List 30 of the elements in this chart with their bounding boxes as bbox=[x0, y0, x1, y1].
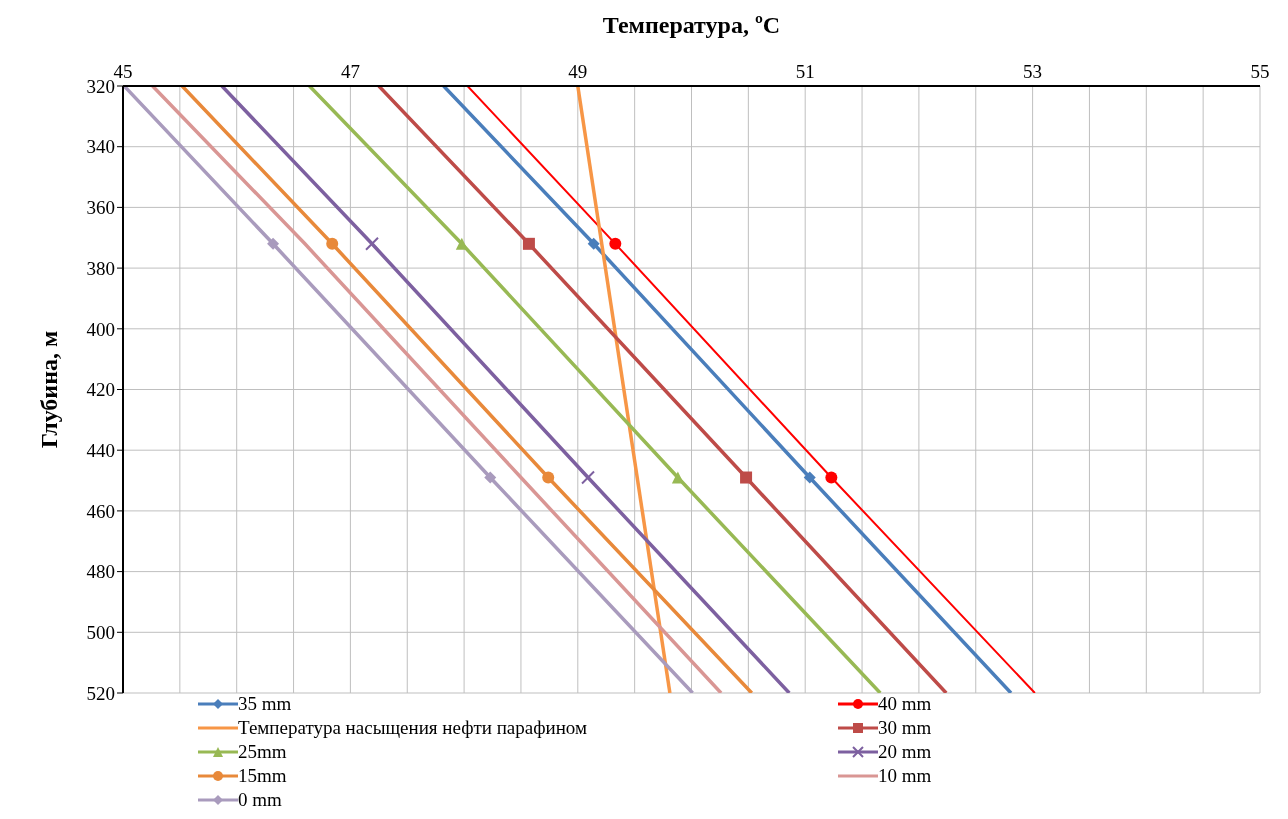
y-tick-label: 520 bbox=[86, 682, 115, 704]
y-tick-label: 440 bbox=[86, 439, 115, 461]
legend-label: 35 mm bbox=[238, 693, 292, 715]
x-tick-label: 53 bbox=[1023, 61, 1043, 82]
x-tick-label: 47 bbox=[340, 61, 360, 82]
x-axis-title: Температура, ºC bbox=[602, 12, 781, 39]
x-tick-label: 45 bbox=[113, 61, 133, 82]
y-tick-label: 460 bbox=[86, 500, 115, 522]
line-series bbox=[307, 86, 882, 693]
y-tick-label: 360 bbox=[86, 197, 115, 219]
y-tick-label: 340 bbox=[86, 136, 115, 158]
line-series bbox=[377, 86, 948, 693]
y-tick-label: 480 bbox=[86, 561, 115, 583]
y-tick-label: 380 bbox=[86, 257, 115, 279]
y-axis-title: Глубина, м bbox=[35, 330, 62, 449]
legend-label: 0 mm bbox=[238, 789, 282, 811]
legend-label: 10 mm bbox=[878, 765, 932, 787]
x-tick-label: 55 bbox=[1250, 61, 1270, 82]
x-tick-label: 51 bbox=[795, 61, 815, 82]
legend-label: Температура насыщения нефти парафином bbox=[238, 717, 588, 739]
y-tick-label: 400 bbox=[86, 318, 115, 340]
legend-label: 15mm bbox=[238, 765, 287, 787]
y-tick-label: 320 bbox=[86, 75, 115, 97]
legend-label: 20 mm bbox=[878, 741, 932, 763]
y-tick-label: 420 bbox=[86, 379, 115, 401]
legend-label: 30 mm bbox=[878, 717, 932, 739]
legend-label: 40 mm bbox=[878, 693, 932, 715]
x-tick-label: 49 bbox=[568, 61, 588, 82]
y-tick-label: 500 bbox=[86, 622, 115, 644]
legend-label: 25mm bbox=[238, 741, 287, 763]
